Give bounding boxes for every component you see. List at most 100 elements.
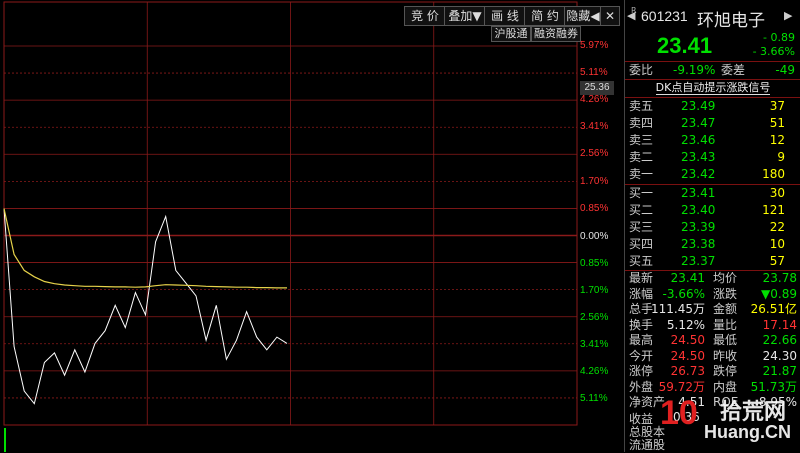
dk-signal-link[interactable]: DK点自动提示涨跌信号 bbox=[625, 80, 800, 96]
stat-row: 今开 24.50 昨收 24.30 bbox=[625, 349, 800, 364]
stat-value: 26.51亿 bbox=[750, 302, 797, 316]
cursor-price-tag: 25.36 bbox=[580, 81, 614, 95]
bid-label: 买四 bbox=[629, 237, 654, 251]
watermark-cn: 拾荒网 bbox=[720, 400, 787, 425]
bid-volume: 22 bbox=[769, 220, 785, 234]
pct-label: 0.85% bbox=[580, 258, 609, 269]
bidding-button[interactable]: 竞 价 bbox=[404, 6, 446, 26]
bid-label: 买三 bbox=[629, 220, 654, 234]
prev-stock-icon[interactable]: ◀ bbox=[627, 9, 636, 22]
ask-row[interactable]: 卖三 23.46 12 bbox=[625, 132, 800, 149]
divider bbox=[625, 61, 800, 62]
stat-label: 涨幅 bbox=[629, 286, 654, 301]
weibi-label: 委比 bbox=[629, 63, 654, 77]
bid-row[interactable]: 买一 23.41 30 bbox=[625, 185, 800, 202]
stat-value: 22.66 bbox=[762, 333, 797, 347]
ask-price: 23.42 bbox=[681, 167, 716, 181]
draw-line-button[interactable]: 画 线 bbox=[484, 6, 526, 26]
weibi-value: -9.19% bbox=[673, 63, 716, 77]
bid-row[interactable]: 买二 23.40 121 bbox=[625, 202, 800, 219]
bid-price: 23.40 bbox=[681, 203, 716, 217]
ask-row[interactable]: 卖一 23.42 180 bbox=[625, 166, 800, 183]
stat-row: 净资产 4.51 ROE 8.95% bbox=[625, 395, 800, 410]
close-icon[interactable]: ✕ bbox=[600, 6, 620, 26]
stat-value: 23.78 bbox=[762, 271, 797, 285]
stat-value: ▼0.89 bbox=[761, 286, 797, 301]
stat-row: 最高 24.50 最低 22.66 bbox=[625, 333, 800, 348]
bid-volume: 57 bbox=[769, 254, 785, 268]
stat-row: 最新 23.41 均价 23.78 bbox=[625, 271, 800, 286]
overlay-dropdown[interactable]: 叠加▼ bbox=[444, 6, 486, 26]
bid-volume: 30 bbox=[769, 186, 785, 200]
weibi-row: 委比 -9.19% 委差 -49 bbox=[625, 62, 800, 79]
stat-row: 涨幅 -3.66% 涨跌 ▼0.89 bbox=[625, 287, 800, 302]
bid-row[interactable]: 买四 23.38 10 bbox=[625, 236, 800, 253]
bottom-stat-label: 流通股 bbox=[629, 438, 666, 452]
stat-value: 17.14 bbox=[762, 317, 797, 332]
ask-row[interactable]: 卖二 23.43 9 bbox=[625, 149, 800, 166]
pct-label: 3.41% bbox=[580, 121, 609, 132]
stat-row: 换手 5.12% 量比 17.14 bbox=[625, 318, 800, 333]
stat-label: 最新 bbox=[629, 271, 654, 285]
watermark-en: Huang.CN bbox=[704, 422, 791, 442]
weicha-label: 委差 bbox=[721, 63, 746, 77]
pct-label: 2.56% bbox=[580, 312, 609, 323]
pct-label: 2.56% bbox=[580, 148, 609, 159]
ask-volume: 37 bbox=[769, 99, 785, 113]
bid-volume: 121 bbox=[762, 203, 785, 217]
pct-label: 5.97% bbox=[580, 40, 609, 51]
ask-row[interactable]: 卖四 23.47 51 bbox=[625, 115, 800, 132]
stat-row: 涨停 26.73 跌停 21.87 bbox=[625, 364, 800, 379]
r-mark: R bbox=[631, 6, 637, 15]
hide-button[interactable]: 隐藏◀ bbox=[564, 6, 602, 26]
divider bbox=[625, 79, 800, 80]
stat-row: 总手 111.45万 金额 26.51亿 bbox=[625, 302, 800, 317]
stat-label: 净资产 bbox=[629, 395, 666, 409]
stat-label: 内盘 bbox=[713, 379, 738, 394]
stock-code: 601231 bbox=[641, 8, 688, 24]
price-change-pct: - 3.66% bbox=[752, 45, 795, 58]
bid-row[interactable]: 买五 23.37 57 bbox=[625, 253, 800, 270]
ask-label: 卖三 bbox=[629, 133, 654, 147]
last-price: 23.41 bbox=[657, 33, 713, 58]
intraday-chart-area[interactable]: 竞 价 叠加▼ 画 线 简 约 隐藏◀ ✕ 沪股通 融资融券 25.36 5.9… bbox=[0, 0, 622, 452]
ask-volume: 51 bbox=[769, 116, 785, 130]
average-price-line bbox=[3, 208, 287, 289]
pct-label: 4.26% bbox=[580, 366, 609, 377]
divider bbox=[625, 184, 800, 185]
stat-label: 总手 bbox=[629, 302, 654, 316]
stat-label: 最高 bbox=[629, 333, 654, 347]
pct-label: 5.11% bbox=[580, 393, 608, 404]
simple-mode-button[interactable]: 简 约 bbox=[524, 6, 566, 26]
ask-price: 23.46 bbox=[681, 133, 716, 147]
next-stock-icon[interactable]: ▶ bbox=[784, 9, 793, 22]
intraday-chart[interactable] bbox=[0, 0, 622, 452]
dk-signal-text[interactable]: DK点自动提示涨跌信号 bbox=[655, 81, 771, 95]
ask-label: 卖五 bbox=[629, 99, 654, 113]
watermark-number: 10 bbox=[660, 394, 698, 432]
ask-row[interactable]: 卖五 23.49 37 bbox=[625, 98, 800, 115]
stat-label: 最低 bbox=[713, 333, 738, 347]
stat-value: 8.95% bbox=[758, 395, 797, 409]
stat-value: 59.72万 bbox=[658, 379, 705, 394]
ask-volume: 180 bbox=[762, 167, 785, 181]
stat-label: 均价 bbox=[713, 271, 738, 285]
stat-value: 23.41 bbox=[670, 271, 705, 285]
divider bbox=[625, 270, 800, 271]
shanghai-connect-tag[interactable]: 沪股通 bbox=[491, 26, 531, 42]
ask-volume: 12 bbox=[769, 133, 785, 147]
ask-label: 卖四 bbox=[629, 116, 654, 130]
weicha-value: -49 bbox=[775, 63, 795, 77]
stat-label: 外盘 bbox=[629, 379, 654, 394]
divider bbox=[625, 97, 800, 98]
stat-label: 换手 bbox=[629, 317, 654, 332]
ask-label: 卖二 bbox=[629, 150, 654, 164]
stat-label: 涨停 bbox=[629, 364, 654, 378]
quote-panel: R ◀ 601231 环旭电子 ▶ 23.41 - 0.89 - 3.66% 委… bbox=[624, 0, 800, 452]
bid-price: 23.38 bbox=[681, 237, 716, 251]
stat-row: 外盘 59.72万 内盘 51.73万 bbox=[625, 380, 800, 395]
margin-trading-tag[interactable]: 融资融券 bbox=[531, 26, 581, 42]
bid-label: 买一 bbox=[629, 186, 654, 200]
stat-value: 51.73万 bbox=[750, 379, 797, 394]
bid-row[interactable]: 买三 23.39 22 bbox=[625, 219, 800, 236]
